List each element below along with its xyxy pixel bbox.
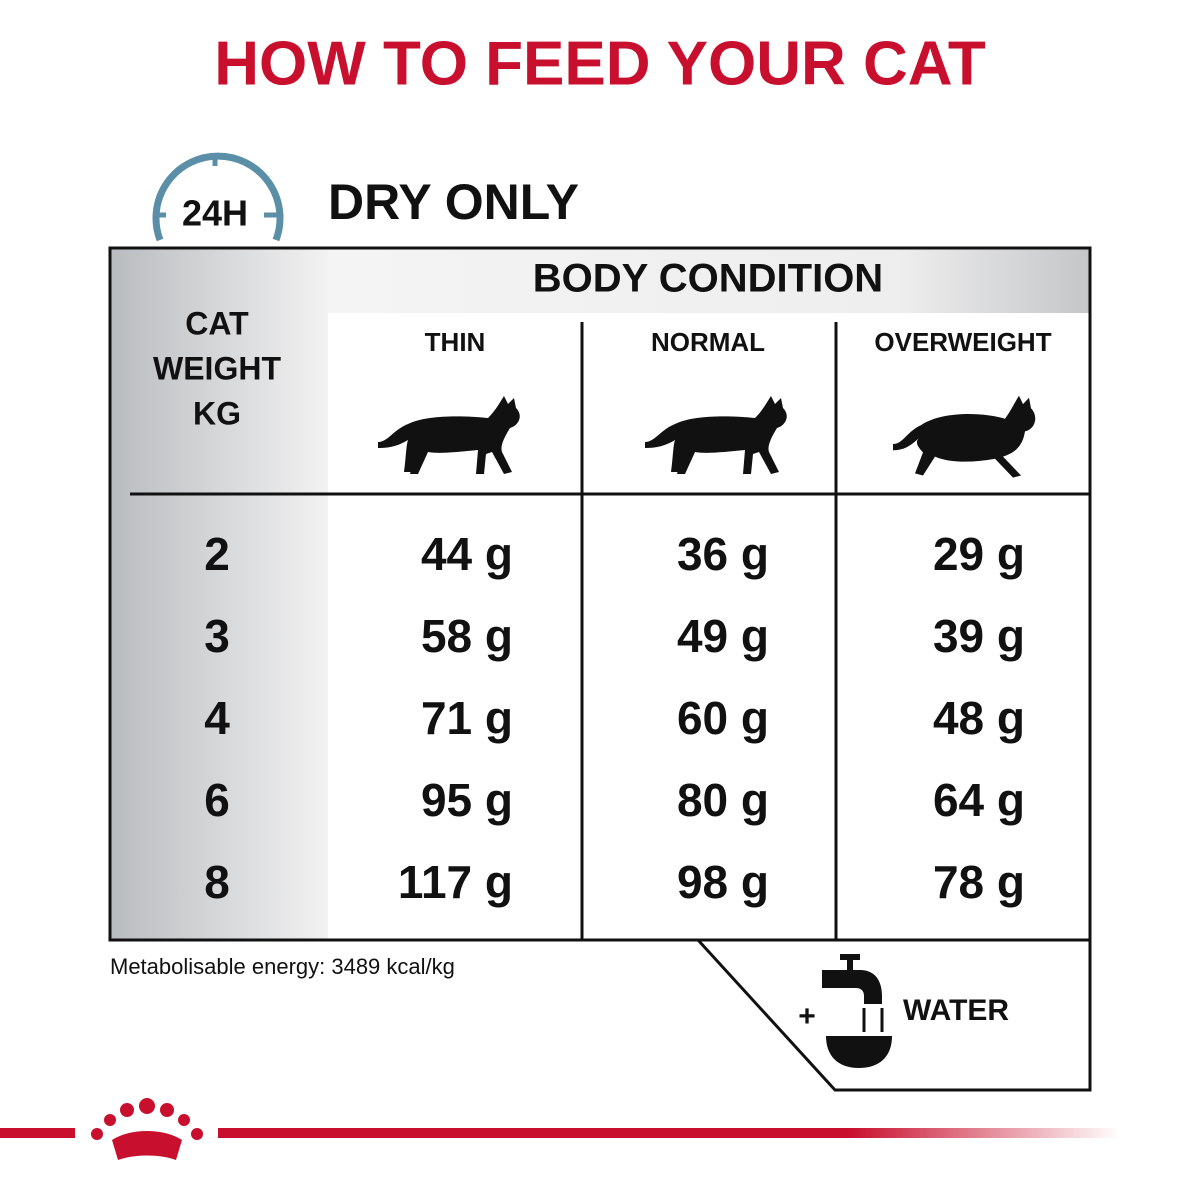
cell-value: 95 g bbox=[421, 774, 513, 826]
cell-value: 39 g bbox=[933, 610, 1025, 662]
title: HOW TO FEED YOUR CAT bbox=[214, 29, 986, 98]
group-header-bg bbox=[328, 248, 1090, 313]
cell-weight: 6 bbox=[204, 774, 230, 826]
cell-value: 71 g bbox=[421, 692, 513, 744]
footnote: Metabolisable energy: 3489 kcal/kg bbox=[110, 954, 455, 979]
cell-value: 48 g bbox=[933, 692, 1025, 744]
cell-value: 36 g bbox=[677, 528, 769, 580]
cat-thin bbox=[378, 396, 520, 474]
cell-value: 58 g bbox=[421, 610, 513, 662]
row-header: WEIGHT bbox=[153, 350, 281, 386]
column-header: OVERWEIGHT bbox=[874, 327, 1051, 357]
row-header: CAT bbox=[185, 305, 249, 341]
brand-logo bbox=[91, 1098, 203, 1160]
water-icon bbox=[822, 954, 892, 1068]
section-title: DRY ONLY bbox=[328, 174, 579, 230]
water-label: WATER bbox=[903, 994, 1009, 1027]
cell-weight: 8 bbox=[204, 856, 230, 908]
brand-line bbox=[0, 1128, 75, 1138]
cell-value: 64 g bbox=[933, 774, 1025, 826]
cat-overweight bbox=[893, 395, 1036, 478]
column-header: THIN bbox=[425, 327, 486, 357]
water-box bbox=[696, 938, 1092, 1092]
cell-value: 60 g bbox=[677, 692, 769, 744]
cell-weight: 4 bbox=[204, 692, 230, 744]
clock-label: 24H bbox=[182, 193, 248, 234]
group-header: BODY CONDITION bbox=[533, 257, 883, 301]
cell-value: 98 g bbox=[677, 856, 769, 908]
cell-value: 80 g bbox=[677, 774, 769, 826]
clock-icon bbox=[152, 152, 284, 242]
cell-weight: 3 bbox=[204, 610, 230, 662]
row-header: KG bbox=[193, 395, 241, 431]
cell-value: 44 g bbox=[421, 528, 513, 580]
cat-normal bbox=[645, 396, 787, 474]
cell-value: 117 g bbox=[398, 856, 513, 908]
brand-line bbox=[218, 1128, 1120, 1138]
water-plus: + bbox=[798, 1000, 816, 1033]
column-header: NORMAL bbox=[651, 327, 765, 357]
cell-weight: 2 bbox=[204, 528, 230, 580]
cell-value: 49 g bbox=[677, 610, 769, 662]
cell-value: 78 g bbox=[933, 856, 1025, 908]
cell-value: 29 g bbox=[933, 528, 1025, 580]
row-header-bg bbox=[110, 248, 328, 940]
table-border bbox=[108, 246, 1092, 942]
